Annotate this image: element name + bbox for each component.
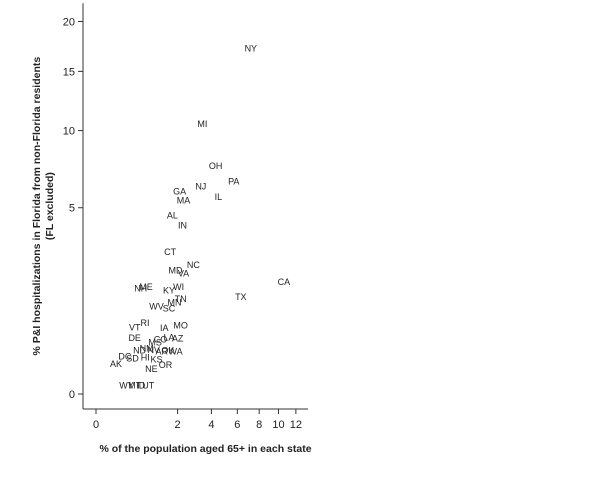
y-tick-label: 0 — [69, 389, 75, 401]
x-tick-label: 6 — [234, 419, 240, 431]
point-label-nv: NV — [147, 345, 160, 355]
point-label-nj: NJ — [195, 182, 206, 192]
point-label-id: ID — [136, 381, 146, 391]
point-label-oh: OH — [209, 161, 223, 171]
point-label-al: AL — [167, 210, 178, 220]
x-tick-label: 4 — [208, 419, 214, 431]
x-tick-label: 8 — [256, 419, 262, 431]
point-label-az: AZ — [172, 334, 184, 344]
point-label-ne: NE — [145, 364, 158, 374]
point-label-ri: RI — [140, 318, 149, 328]
point-label-nc: NC — [187, 260, 200, 270]
point-label-nd: ND — [133, 346, 146, 356]
point-label-mo: MO — [173, 320, 188, 330]
point-label-de: DE — [128, 333, 141, 343]
point-label-co: CO — [154, 334, 168, 344]
x-tick-label: 12 — [290, 419, 302, 431]
point-label-ks: KS — [151, 355, 163, 365]
y-tick-label: 10 — [63, 126, 75, 138]
point-label-ca: CA — [278, 277, 291, 287]
point-label-wa: WA — [168, 347, 182, 357]
y-tick-label: 15 — [63, 66, 75, 78]
x-tick-label: 10 — [272, 419, 284, 431]
y-axis-ticks: 0 5 10 15 20 — [63, 16, 83, 401]
point-label-wv: WV — [149, 302, 164, 312]
point-label-ok: OK — [161, 346, 174, 356]
point-label-ma: MA — [177, 195, 191, 205]
point-label-pa: PA — [228, 177, 239, 187]
x-tick-label: 0 — [93, 419, 99, 431]
point-label-mt: MT — [128, 381, 141, 391]
point-label-ak: AK — [110, 359, 122, 369]
point-label-la: LA — [163, 333, 174, 343]
point-label-ar: AR — [156, 347, 169, 357]
point-label-ms: MS — [148, 338, 162, 348]
point-label-md: MD — [169, 265, 183, 275]
y-axis-title: % P&I hospitalizations in Florida from n… — [31, 57, 43, 356]
point-label-ct: CT — [164, 247, 176, 257]
point-label-il: IL — [215, 192, 223, 202]
y-axis-subtitle: (FL excluded) — [44, 172, 56, 240]
point-label-sc: SC — [163, 304, 176, 314]
x-axis-title: % of the population aged 65+ in each sta… — [99, 443, 311, 455]
point-label-dc: DC — [118, 352, 131, 362]
point-label-ut: UT — [142, 381, 154, 391]
point-label-in: IN — [178, 220, 187, 230]
point-label-va: VA — [178, 268, 189, 278]
point-label-vt: VT — [129, 322, 141, 332]
point-label-tn: TN — [175, 294, 187, 304]
axes — [82, 3, 309, 410]
point-label-wi: WI — [173, 282, 184, 292]
x-tick-label: 2 — [175, 419, 181, 431]
point-label-tx: TX — [235, 292, 247, 302]
point-label-sd: SD — [126, 354, 139, 364]
point-label-nm: NM — [140, 343, 154, 353]
point-label-ny: NY — [245, 44, 258, 54]
point-label-wy: WY — [119, 381, 134, 391]
y-tick-label: 5 — [69, 203, 75, 215]
point-label-hi: HI — [141, 353, 150, 363]
point-label-mi: MI — [197, 119, 207, 129]
point-label-ky: KY — [163, 285, 175, 295]
x-axis-ticks: 0 2 4 6 8 10 12 — [93, 409, 302, 431]
point-label-me: ME — [139, 282, 153, 292]
y-tick-label: 20 — [63, 16, 75, 28]
point-label-mn: MN — [167, 298, 181, 308]
point-label-or: OR — [159, 360, 173, 370]
point-label-ia: IA — [160, 323, 169, 333]
point-label-ga: GA — [173, 187, 186, 197]
point-label-nh: NH — [134, 284, 147, 294]
